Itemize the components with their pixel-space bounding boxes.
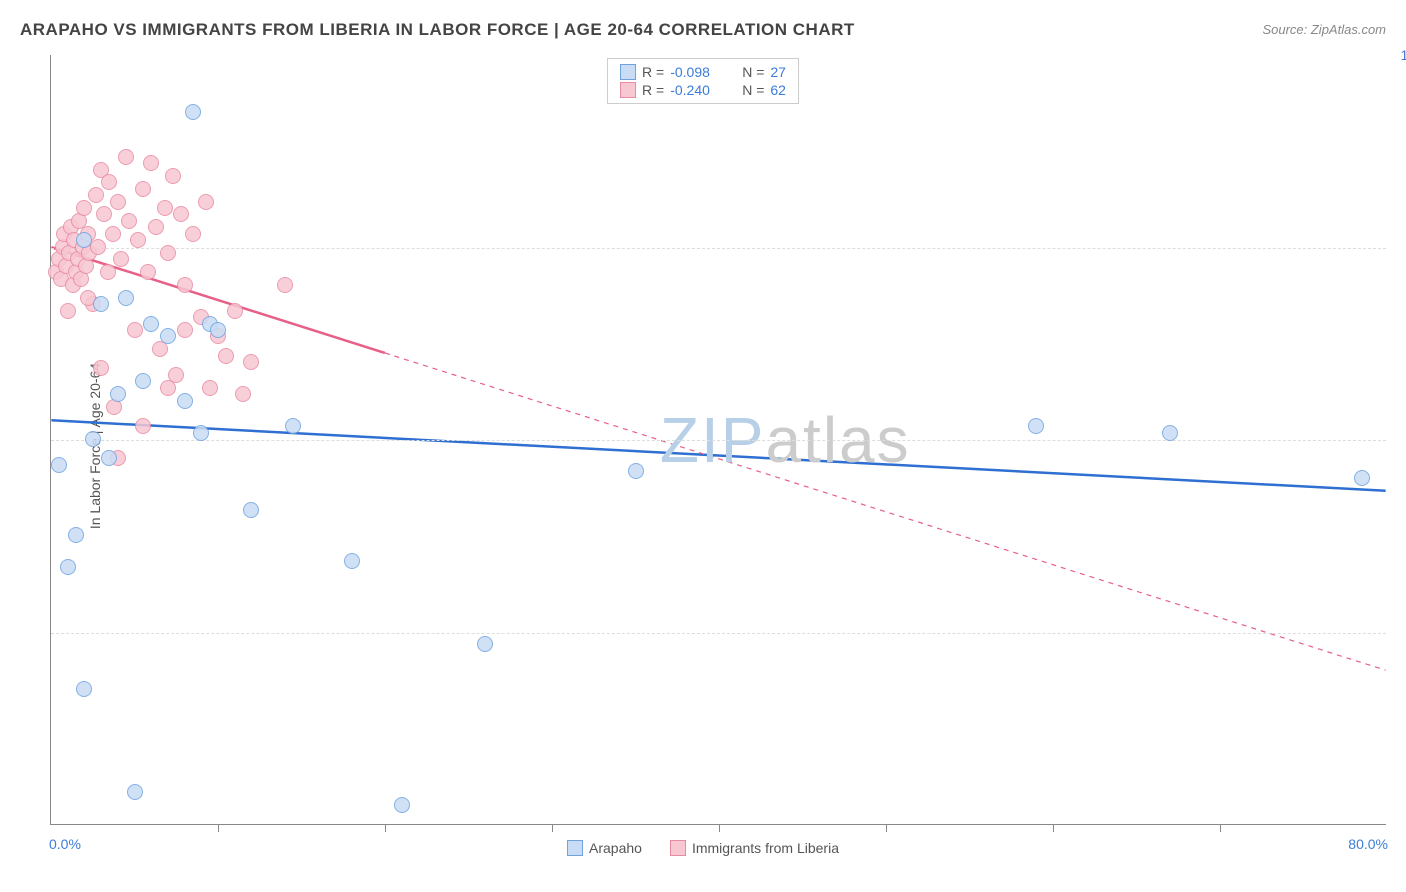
liberia-point	[243, 354, 259, 370]
x-tick-label: 0.0%	[49, 836, 81, 852]
swatch-icon	[620, 64, 636, 80]
liberia-point	[235, 386, 251, 402]
gridline	[51, 248, 1386, 249]
arapaho-point	[177, 393, 193, 409]
liberia-point	[105, 226, 121, 242]
swatch-arapaho	[567, 840, 583, 856]
liberia-point	[148, 219, 164, 235]
series-legend: Arapaho Immigrants from Liberia	[567, 840, 839, 856]
correlation-legend-row: R = -0.098 N = 27	[620, 63, 786, 81]
arapaho-point	[68, 527, 84, 543]
correlation-legend-row: R = -0.240 N = 62	[620, 81, 786, 99]
arapaho-point	[344, 553, 360, 569]
arapaho-point	[118, 290, 134, 306]
chart-title: ARAPAHO VS IMMIGRANTS FROM LIBERIA IN LA…	[20, 20, 855, 40]
x-tick	[719, 824, 720, 832]
arapaho-point	[160, 328, 176, 344]
gridline	[51, 440, 1386, 441]
x-tick	[1053, 824, 1054, 832]
liberia-point	[130, 232, 146, 248]
arapaho-point	[185, 104, 201, 120]
liberia-point	[277, 277, 293, 293]
x-tick	[385, 824, 386, 832]
liberia-point	[177, 277, 193, 293]
arapaho-point	[127, 784, 143, 800]
liberia-point	[135, 181, 151, 197]
arapaho-point	[101, 450, 117, 466]
r-label: R =	[642, 64, 664, 80]
liberia-point	[160, 380, 176, 396]
arapaho-point	[76, 681, 92, 697]
plot-area: ZIPatlas 55.0%70.0%85.0%100.0%0.0%80.0%	[50, 55, 1386, 825]
arapaho-point	[93, 296, 109, 312]
arapaho-point	[210, 322, 226, 338]
arapaho-point	[628, 463, 644, 479]
liberia-point	[227, 303, 243, 319]
liberia-point	[165, 168, 181, 184]
liberia-point	[96, 206, 112, 222]
legend-item-arapaho: Arapaho	[567, 840, 642, 856]
swatch-liberia	[670, 840, 686, 856]
liberia-point	[218, 348, 234, 364]
liberia-point	[143, 155, 159, 171]
liberia-point	[76, 200, 92, 216]
arapaho-point	[135, 373, 151, 389]
arapaho-point	[1354, 470, 1370, 486]
liberia-point	[101, 174, 117, 190]
correlation-legend: R = -0.098 N = 27 R = -0.240 N = 62	[607, 58, 799, 104]
n-value: 62	[770, 82, 786, 98]
trend-line	[51, 420, 1385, 490]
legend-label-arapaho: Arapaho	[589, 840, 642, 856]
arapaho-point	[477, 636, 493, 652]
arapaho-point	[60, 559, 76, 575]
liberia-point	[60, 303, 76, 319]
arapaho-point	[143, 316, 159, 332]
arapaho-point	[243, 502, 259, 518]
n-value: 27	[770, 64, 786, 80]
arapaho-point	[285, 418, 301, 434]
x-tick	[218, 824, 219, 832]
r-value: -0.098	[670, 64, 728, 80]
arapaho-point	[1028, 418, 1044, 434]
liberia-point	[88, 187, 104, 203]
liberia-point	[113, 251, 129, 267]
legend-item-liberia: Immigrants from Liberia	[670, 840, 839, 856]
liberia-point	[118, 149, 134, 165]
arapaho-point	[394, 797, 410, 813]
n-label: N =	[742, 82, 764, 98]
x-tick	[552, 824, 553, 832]
arapaho-point	[1162, 425, 1178, 441]
n-label: N =	[742, 64, 764, 80]
arapaho-point	[76, 232, 92, 248]
liberia-point	[121, 213, 137, 229]
arapaho-point	[110, 386, 126, 402]
liberia-point	[93, 360, 109, 376]
arapaho-point	[85, 431, 101, 447]
liberia-point	[100, 264, 116, 280]
liberia-point	[127, 322, 143, 338]
r-label: R =	[642, 82, 664, 98]
trend-line	[385, 353, 1386, 670]
swatch-icon	[620, 82, 636, 98]
x-tick	[886, 824, 887, 832]
arapaho-point	[193, 425, 209, 441]
liberia-point	[157, 200, 173, 216]
arapaho-point	[51, 457, 67, 473]
r-value: -0.240	[670, 82, 728, 98]
liberia-point	[110, 194, 126, 210]
liberia-point	[202, 380, 218, 396]
x-tick-label: 80.0%	[1348, 836, 1388, 852]
liberia-point	[135, 418, 151, 434]
gridline	[51, 633, 1386, 634]
liberia-point	[185, 226, 201, 242]
legend-label-liberia: Immigrants from Liberia	[692, 840, 839, 856]
liberia-point	[198, 194, 214, 210]
liberia-point	[177, 322, 193, 338]
x-tick	[1220, 824, 1221, 832]
liberia-point	[160, 245, 176, 261]
liberia-point	[173, 206, 189, 222]
liberia-point	[140, 264, 156, 280]
y-tick-label: 100.0%	[1401, 47, 1406, 63]
source-attribution: Source: ZipAtlas.com	[1262, 22, 1386, 37]
